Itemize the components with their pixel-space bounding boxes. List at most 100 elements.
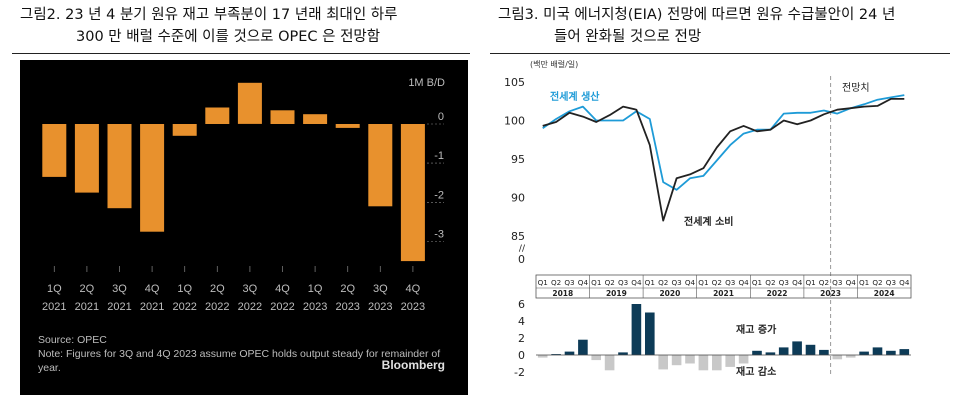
inventory-bar-5 — [604, 355, 615, 371]
quarter-label-27: Q4 — [899, 278, 910, 287]
inventory-bar-15 — [738, 355, 749, 364]
inventory-bar-12 — [698, 355, 709, 371]
x-tick-label-5-quarter: 2Q — [210, 283, 225, 295]
consumption-series-label: 전세계 소비 — [684, 215, 733, 228]
x-tick-label-9-quarter: 2Q — [340, 283, 355, 295]
inventory-bar-17 — [765, 352, 776, 355]
x-tick-label-7-year: 2022 — [270, 301, 294, 313]
year-label-0: 2018 — [552, 289, 573, 298]
line-y-tick-1: 90 — [511, 192, 525, 205]
bar-7 — [270, 110, 295, 124]
quarter-label-0: Q1 — [538, 278, 548, 287]
bar-8 — [303, 114, 328, 124]
inventory-bar-3 — [578, 339, 588, 355]
inventory-bar-19 — [792, 341, 802, 355]
quarter-label-22: Q3 — [832, 278, 842, 287]
production-series-label: 전세계 생산 — [550, 90, 600, 103]
x-tick-label-3-quarter: 4Q — [145, 283, 160, 295]
inventory-bar-13 — [712, 355, 722, 371]
quarter-label-26: Q3 — [886, 278, 896, 287]
quarter-label-20: Q1 — [805, 278, 815, 287]
quarter-label-7: Q4 — [631, 278, 642, 287]
inventory-bar-9 — [658, 355, 668, 370]
bloomberg-logo: Bloomberg — [382, 358, 445, 372]
note-text-line1: Note: Figures for 3Q and 4Q 2023 assume … — [38, 348, 440, 360]
quarter-label-10: Q3 — [671, 278, 681, 287]
quarter-label-2: Q3 — [564, 278, 574, 287]
quarter-label-14: Q3 — [725, 278, 735, 287]
source-text: Source: OPEC — [38, 334, 107, 346]
bar-10 — [368, 124, 393, 207]
y-tick-label-2: -2 — [434, 189, 444, 201]
inventory-bar-2 — [564, 351, 575, 355]
x-tick-label-11-year: 2023 — [401, 301, 425, 313]
figure1-caption-number: 그림2. — [20, 7, 61, 23]
y-tick-label-3: -3 — [434, 229, 444, 241]
figure1-caption-line1: 23 년 4 분기 원유 재고 부족분이 17 년래 최대인 하루 — [65, 7, 398, 23]
bar-5 — [205, 107, 230, 124]
x-tick-label-2-year: 2021 — [107, 301, 131, 313]
figure1-caption-rule — [12, 53, 470, 54]
x-tick-label-2-quarter: 3Q — [112, 283, 127, 295]
bar-y-tick-0: -2 — [514, 366, 525, 379]
quarter-label-25: Q2 — [872, 278, 882, 287]
bar-6 — [237, 82, 262, 124]
inventory-bar-18 — [778, 347, 789, 355]
bar-4 — [172, 124, 197, 136]
x-tick-label-1-quarter: 2Q — [80, 283, 95, 295]
line-y-tick-3: 100 — [504, 115, 525, 128]
x-tick-label-8-quarter: 1Q — [308, 283, 323, 295]
series-line-0 — [542, 94, 905, 191]
quarter-label-13: Q2 — [712, 278, 722, 287]
note-text-line2: year. — [38, 362, 61, 374]
quarter-label-21: Q2 — [819, 278, 829, 287]
inventory-bar-27 — [899, 349, 910, 355]
line-y-tick-0: 85 — [511, 230, 525, 243]
line-y-tick-4: 105 — [504, 76, 525, 89]
opec-inventory-chart-svg: 0 -1 -2 -3 1Q 2021 2Q 2021 3Q 2021 4Q 2021 1Q 2022 2Q… — [38, 77, 445, 374]
x-tick-label-0-year: 2021 — [42, 301, 66, 313]
y-axis-unit-label: 1M B/D — [408, 77, 445, 89]
quarter-label-6: Q3 — [618, 278, 628, 287]
x-tick-label-0-quarter: 1Q — [47, 283, 62, 295]
inventory-bar-14 — [725, 355, 735, 367]
quarter-label-18: Q3 — [779, 278, 789, 287]
inventory-bar-11 — [685, 355, 695, 364]
inventory-bar-22 — [832, 355, 843, 360]
quarter-label-3: Q4 — [578, 278, 589, 287]
figure1-caption-line2: 300 만 배럴 수준에 이를 것으로 OPEC 은 전망함 — [76, 29, 381, 45]
bar-y-tick-2: 2 — [518, 332, 525, 345]
quarter-label-11: Q4 — [685, 278, 696, 287]
inventory-bar-16 — [752, 350, 762, 356]
quarter-label-9: Q2 — [658, 278, 668, 287]
x-tick-label-3-year: 2021 — [140, 301, 164, 313]
inventory-bar-20 — [805, 344, 816, 355]
bar-0 — [42, 124, 67, 177]
x-tick-label-4-quarter: 1Q — [177, 283, 192, 295]
x-tick-label-6-year: 2022 — [238, 301, 262, 313]
figure2-caption: 그림3. 미국 에너지청(EIA) 전망에 따르면 원유 수급불안이 24 년 … — [498, 4, 958, 48]
y-tick-label-1: -1 — [434, 150, 444, 162]
bar-y-tick-3: 4 — [518, 315, 525, 328]
quarter-label-19: Q4 — [792, 278, 803, 287]
x-tick-label-1-year: 2021 — [75, 301, 99, 313]
year-label-6: 2024 — [874, 289, 895, 298]
inventory-bar-21 — [819, 349, 829, 355]
bar-1 — [74, 124, 99, 193]
year-label-5: 2023 — [820, 289, 841, 298]
quarter-label-5: Q2 — [605, 278, 615, 287]
inventory-bar-8 — [645, 312, 655, 355]
bar-3 — [140, 124, 165, 232]
inventory-bar-24 — [859, 351, 869, 355]
figure2-caption-number: 그림3. — [498, 7, 539, 23]
inventory-bar-25 — [872, 347, 883, 355]
quarter-label-23: Q4 — [846, 278, 857, 287]
quarter-label-12: Q1 — [698, 278, 708, 287]
forecast-label: 전망치 — [842, 82, 870, 94]
quarter-label-24: Q1 — [859, 278, 869, 287]
axis-break-mark: // — [519, 244, 526, 254]
year-label-3: 2021 — [713, 289, 734, 298]
x-tick-label-6-quarter: 3Q — [243, 283, 258, 295]
inventory-bar-7 — [631, 304, 642, 355]
